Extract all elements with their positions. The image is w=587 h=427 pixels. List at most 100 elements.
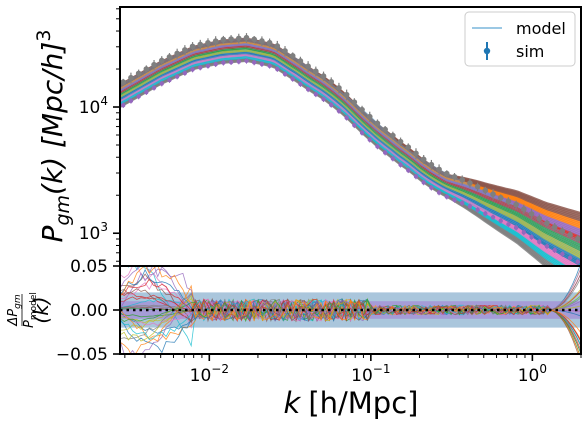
model-series-line — [120, 41, 581, 245]
sim-point — [205, 63, 211, 69]
sim-point — [406, 168, 411, 173]
sim-point — [528, 211, 535, 217]
sim-point — [351, 99, 358, 105]
sim-point — [143, 66, 150, 72]
sim-point — [336, 85, 342, 91]
sim-point — [228, 59, 234, 65]
legend: model sim — [464, 11, 576, 67]
sim-point — [282, 48, 288, 54]
sim-point — [413, 150, 419, 157]
sim-point — [274, 43, 281, 49]
sim-point — [444, 194, 450, 199]
bottom-y-axis-label: ΔPgm Pmodel (k) — [6, 292, 53, 328]
sim-point — [297, 58, 304, 64]
sim-series-line — [120, 54, 571, 266]
sim-point — [190, 67, 195, 72]
sim-point — [575, 259, 580, 265]
sim-point — [537, 239, 542, 244]
sim-point — [444, 170, 450, 177]
sim-point — [336, 108, 342, 114]
sim-point — [390, 132, 396, 139]
sim-point — [167, 77, 172, 83]
sim-point — [452, 197, 457, 203]
sim-point — [189, 43, 196, 50]
sim-point — [398, 162, 403, 167]
sim-series-line — [120, 58, 553, 266]
sim-point — [397, 138, 404, 145]
sim-point — [266, 39, 273, 46]
model-series-line — [120, 50, 581, 254]
sim-point — [151, 85, 157, 91]
sim-point — [320, 73, 327, 79]
sim-series-line — [120, 55, 566, 266]
sim-point — [313, 92, 319, 97]
sim-point — [552, 248, 557, 253]
model-series-line — [120, 51, 581, 255]
sim-point — [182, 70, 188, 76]
sim-series-line — [120, 54, 568, 266]
model-series-line — [120, 54, 581, 258]
legend-model-label: model — [516, 19, 566, 38]
sim-point — [352, 123, 357, 128]
svg-text:ΔPgm: ΔPgm — [6, 294, 23, 326]
sim-point — [436, 190, 442, 195]
sim-point — [482, 187, 489, 194]
legend-sim-label: sim — [516, 42, 544, 61]
x-tick-label: 10−2 — [190, 362, 229, 386]
sim-point — [267, 63, 272, 69]
sim-point — [328, 78, 335, 85]
sim-point — [459, 176, 466, 183]
sim-point — [244, 58, 249, 64]
sim-point — [567, 255, 573, 261]
sim-point — [513, 225, 519, 230]
sim-point — [321, 97, 326, 102]
sim-point — [197, 41, 204, 48]
sim-point — [529, 234, 534, 240]
sim-point — [521, 206, 527, 212]
sim-point — [382, 126, 388, 133]
top-y-axis-label: Pgm(k) [Mpc/h]3 — [33, 30, 74, 243]
sim-series-line — [120, 56, 560, 266]
sim-point — [460, 200, 465, 206]
sim-point — [174, 50, 180, 57]
y-tick-label: 0.05 — [70, 257, 108, 277]
svg-text:Pmodel: Pmodel — [22, 292, 39, 328]
x-axis-ticks: 10−2 10−1 100 — [124, 354, 582, 386]
bottom-y-axis-ticks: 0.05 0.00 −0.05 — [56, 257, 120, 365]
sim-point — [513, 201, 519, 208]
sim-point — [366, 113, 373, 120]
bottom-panel: 0.05 0.00 −0.05 10−2 10−1 100 ΔPgm Pmodel (k… — [6, 257, 582, 420]
model-series-line — [120, 46, 581, 250]
sim-series-line — [120, 55, 563, 266]
sim-point — [498, 218, 503, 224]
sim-series-line — [120, 57, 555, 266]
sim-point — [128, 74, 134, 81]
sim-point — [313, 68, 319, 74]
residual-line — [120, 273, 581, 323]
sim-point — [205, 39, 211, 46]
x-tick-label: 10−1 — [351, 362, 390, 386]
sim-point — [166, 54, 173, 60]
sim-point — [474, 183, 481, 190]
sim-point — [559, 228, 566, 234]
sim-point — [497, 194, 504, 201]
y-tick-label: 104 — [79, 94, 108, 118]
sim-point — [505, 198, 512, 204]
sim-point — [289, 53, 296, 59]
sim-point — [135, 70, 142, 77]
x-axis-label: k [h/Mpc] — [284, 386, 419, 420]
sim-series-line — [120, 57, 558, 266]
sim-point — [120, 79, 127, 85]
legend-box — [464, 11, 576, 67]
sim-point — [375, 144, 380, 149]
sim-point — [544, 220, 550, 226]
sim-point — [344, 115, 349, 120]
model-series-line — [120, 57, 581, 261]
top-series-group — [120, 33, 581, 266]
sim-point — [428, 161, 435, 168]
sim-point — [128, 98, 134, 104]
sim-series-line — [120, 59, 548, 266]
sim-point — [221, 60, 226, 65]
residual-line — [120, 266, 581, 334]
model-series-line — [120, 40, 581, 244]
